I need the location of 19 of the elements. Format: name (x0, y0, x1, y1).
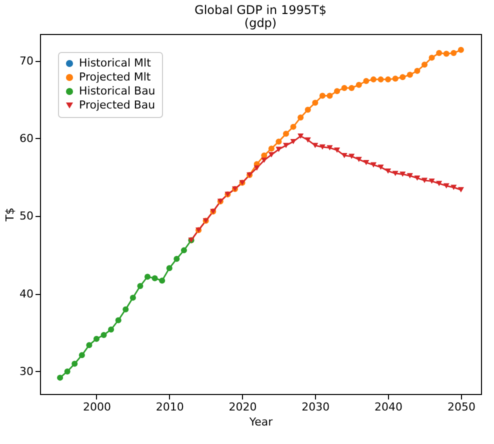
y-tick-label: 50 (20, 210, 34, 223)
y-axis-title: T$ (4, 208, 17, 222)
y-tick-label: 70 (20, 54, 34, 68)
chart-subtitle: (gdp) (244, 16, 277, 30)
legend-label: Projected Mlt (79, 70, 152, 84)
y-tick-label: 30 (20, 364, 34, 378)
chart-title: Global GDP in 1995T$ (194, 3, 326, 17)
x-tick-label: 2000 (82, 400, 111, 414)
x-tick-label: 2010 (156, 400, 184, 414)
legend-label: Historical Mlt (79, 56, 152, 70)
y-tick-label: 60 (20, 132, 34, 145)
x-tick-label: 2050 (447, 400, 476, 414)
x-tick-label: 2030 (302, 400, 330, 414)
x-axis-title: Year (248, 416, 274, 428)
x-tick-label: 2040 (374, 400, 403, 414)
legend-label: Projected Bau (79, 98, 156, 112)
x-tick-label: 2020 (228, 400, 257, 414)
legend-label: Historical Bau (79, 84, 156, 98)
y-tick-label: 40 (20, 287, 34, 300)
